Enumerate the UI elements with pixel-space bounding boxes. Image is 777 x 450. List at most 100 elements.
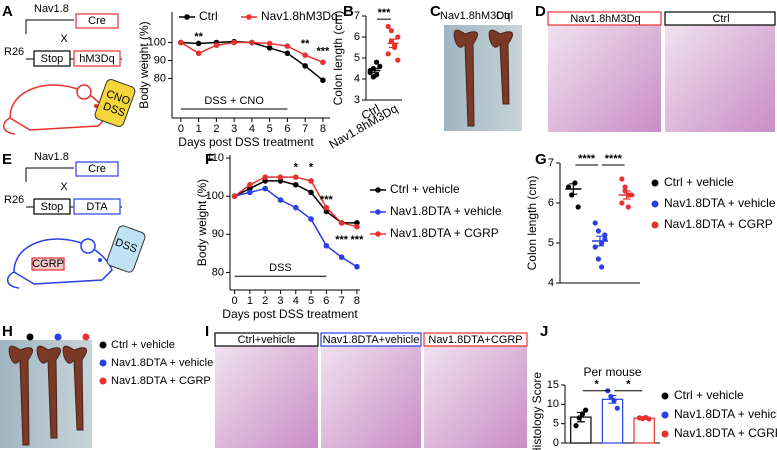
data-point bbox=[320, 59, 326, 66]
legend-label: Nav1.8DTA + vehicle bbox=[390, 204, 502, 218]
x-tick-label: 5 bbox=[267, 123, 273, 135]
data-point bbox=[602, 232, 608, 238]
y-tick-label: 3 bbox=[354, 94, 360, 106]
panel-label: C bbox=[430, 3, 441, 20]
data-point bbox=[292, 181, 299, 188]
y-tick-label: 80 bbox=[154, 72, 166, 84]
significance: * bbox=[309, 161, 314, 173]
data-point bbox=[231, 39, 237, 46]
driver: Cre bbox=[88, 163, 106, 175]
data-point bbox=[302, 52, 308, 58]
data-point bbox=[284, 50, 291, 57]
data-point bbox=[385, 23, 391, 30]
photo-marker bbox=[26, 333, 34, 341]
data-point bbox=[338, 254, 345, 261]
legend-marker bbox=[375, 209, 381, 215]
legend-marker bbox=[99, 377, 107, 385]
data-point bbox=[592, 244, 598, 250]
x-tick-label: 6 bbox=[323, 295, 329, 307]
y-tick-label: 80 bbox=[212, 266, 224, 278]
x-tick-label: 3 bbox=[231, 123, 237, 135]
legend-marker bbox=[661, 411, 669, 419]
stop: Stop bbox=[41, 53, 64, 65]
panel-label: A bbox=[2, 3, 13, 20]
y-tick-label: 100 bbox=[148, 36, 166, 48]
data-point bbox=[266, 40, 273, 47]
data-point bbox=[592, 220, 598, 226]
driver-box bbox=[75, 161, 119, 177]
colon bbox=[62, 345, 87, 431]
image-title: Nav1.8DTA+vehicle bbox=[323, 334, 420, 346]
data-point bbox=[395, 34, 401, 40]
y-tick-label: 5 bbox=[553, 418, 559, 430]
effector: hM3Dq bbox=[79, 53, 114, 65]
data-point bbox=[178, 39, 184, 46]
significance: *** bbox=[320, 194, 334, 206]
image-label: Ctrl bbox=[496, 10, 513, 22]
driver: Cre bbox=[88, 15, 106, 27]
mouse-tail bbox=[3, 117, 16, 135]
stop-box bbox=[33, 198, 71, 215]
histology-image bbox=[321, 333, 421, 448]
image-title: Nav1.8DTA+CGRP bbox=[428, 334, 522, 346]
y-tick-label: 7 bbox=[548, 157, 554, 169]
mouse-eye bbox=[98, 258, 102, 262]
data-point bbox=[575, 204, 581, 210]
data-point bbox=[599, 264, 605, 270]
y-axis-label: Colon length (cm) bbox=[525, 176, 539, 271]
legend-marker bbox=[661, 392, 669, 400]
data-point bbox=[377, 63, 383, 69]
x-tick-label: 1 bbox=[247, 295, 253, 307]
stop: Stop bbox=[41, 201, 64, 213]
x-tick-label: 5 bbox=[308, 295, 314, 307]
histology-image bbox=[215, 333, 318, 448]
x-axis-label: Days post DSS treatment bbox=[178, 135, 314, 149]
bar bbox=[633, 417, 655, 444]
panel-label: F bbox=[205, 151, 214, 168]
data-point bbox=[302, 63, 308, 69]
image-title: Ctrl+vehicle bbox=[238, 334, 296, 346]
legend-label: Ctrl + vehicle bbox=[111, 339, 175, 351]
panel-label: H bbox=[2, 323, 13, 340]
x-tick-label: 2 bbox=[262, 295, 268, 307]
y-tick-label: 100 bbox=[206, 190, 224, 202]
significance: *** bbox=[335, 234, 349, 246]
x-tick-label: 3 bbox=[277, 295, 283, 307]
legend-marker bbox=[651, 179, 659, 187]
y-tick-label: 10 bbox=[547, 398, 559, 410]
promoter-arrow bbox=[25, 19, 74, 34]
significance: *** bbox=[351, 234, 365, 246]
significance: * bbox=[595, 379, 600, 391]
y-tick-label: 110 bbox=[206, 152, 224, 164]
significance: ** bbox=[194, 31, 203, 43]
panel-label: B bbox=[343, 3, 354, 20]
x-tick-label: 0 bbox=[232, 295, 238, 307]
image-title-box bbox=[664, 11, 776, 26]
legend-label: Nav1.8DTA + vehicle bbox=[111, 357, 213, 369]
legend-label: Nav1.8DTA + CGRP bbox=[111, 375, 211, 387]
x-axis-label: Days post DSS treatment bbox=[222, 307, 358, 321]
significance: **** bbox=[578, 153, 596, 165]
data-point bbox=[595, 228, 602, 234]
y-tick-label: 90 bbox=[154, 54, 166, 66]
error-bar bbox=[608, 394, 617, 404]
y-tick-label: 6 bbox=[354, 31, 360, 43]
data-point bbox=[249, 39, 255, 46]
data-point bbox=[277, 174, 284, 180]
error-bar bbox=[576, 411, 585, 423]
error-bar bbox=[640, 416, 649, 420]
y-axis-label: Colon length (cm) bbox=[331, 11, 345, 106]
data-point bbox=[262, 185, 268, 192]
panel-label: J bbox=[540, 323, 548, 340]
data-point bbox=[385, 51, 391, 57]
data-point bbox=[292, 204, 299, 211]
legend-marker bbox=[184, 14, 190, 20]
y-tick-label: 15 bbox=[547, 379, 559, 391]
significance: **** bbox=[605, 153, 623, 165]
data-point bbox=[320, 77, 326, 84]
x-tick-label: 8 bbox=[354, 295, 360, 307]
data-point bbox=[247, 181, 253, 188]
legend-marker bbox=[661, 430, 669, 438]
photo-marker bbox=[82, 333, 90, 341]
